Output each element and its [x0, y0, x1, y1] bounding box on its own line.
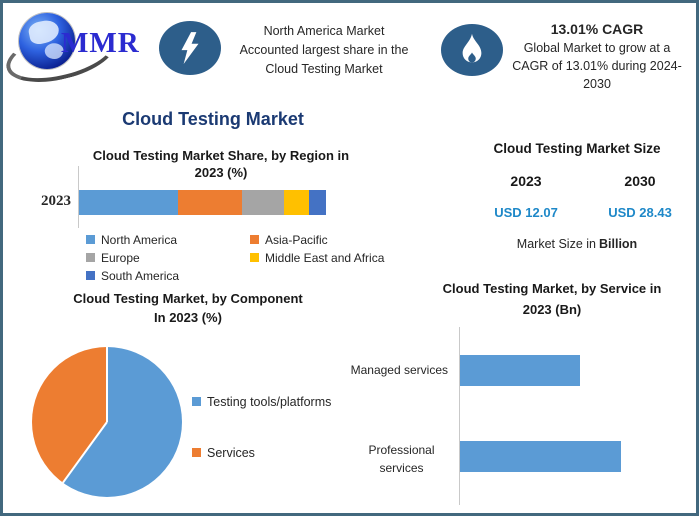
region-segment-europe — [242, 190, 284, 215]
cagr-line: CAGR of 13.01% during 2024- — [512, 59, 682, 73]
legend-item-europe: Europe — [86, 251, 140, 265]
globe-logo-icon — [19, 13, 75, 69]
cagr-block: 13.01% CAGR Global Market to grow at a C… — [499, 20, 695, 93]
legend-item-south-america: South America — [86, 269, 179, 283]
lightning-badge — [159, 21, 221, 75]
market-size-year-2023: 2023 — [510, 173, 542, 189]
market-size-value-2023: USD 12.07 — [494, 205, 558, 220]
legend-swatch-orange — [192, 448, 201, 457]
bar-professional-services — [460, 441, 621, 472]
region-segment-middle-east-and-africa — [284, 190, 309, 215]
region-chart-title: Cloud Testing Market Share, by Region in… — [33, 147, 409, 181]
component-pie — [32, 347, 182, 497]
globe-continent-shape — [27, 18, 61, 46]
component-chart-title-line2: In 2023 (%) — [154, 310, 222, 325]
market-size-value-2030: USD 28.43 — [608, 205, 672, 220]
highlight-line: North America Market — [263, 24, 385, 38]
legend-label: Services — [207, 446, 255, 460]
legend-label: North America — [101, 233, 178, 247]
bar-label-professional-services: Professional services — [368, 443, 435, 475]
legend-label: Testing tools/platforms — [207, 395, 332, 409]
legend-swatch-orange — [250, 235, 259, 244]
region-chart-title-line1: Cloud Testing Market Share, by Region in — [92, 148, 350, 163]
region-segment-asia-pacific — [177, 190, 243, 215]
service-chart-axis — [459, 327, 460, 505]
flame-badge — [441, 24, 503, 76]
legend-item-middle-east-africa: Middle East and Africa — [250, 251, 384, 265]
page-title: Cloud Testing Market — [122, 109, 304, 129]
legend-label: South America — [101, 269, 180, 283]
region-chart-title-line2: 2023 (%) — [194, 165, 248, 180]
market-size-note: Market Size in Billion — [467, 237, 687, 251]
market-size-note-bold: Billion — [599, 237, 638, 251]
legend-item-north-america: North America — [86, 233, 177, 247]
service-chart-title-line2: 2023 (Bn) — [522, 302, 582, 317]
legend-item-asia-pacific: Asia-Pacific — [250, 233, 328, 247]
service-chart-title: Cloud Testing Market, by Service in 2023… — [423, 278, 681, 320]
bar-managed-services — [460, 355, 580, 386]
cagr-heading: 13.01% CAGR — [550, 21, 644, 37]
legend-label: Asia-Pacific — [265, 233, 328, 247]
market-size-title: Cloud Testing Market Size — [493, 141, 661, 156]
legend-swatch-blue — [86, 235, 95, 244]
header-highlight-text: North America Market Accounted largest s… — [229, 22, 419, 79]
region-category-label: 2023 — [41, 193, 71, 209]
legend-swatch-darkblue — [86, 271, 95, 280]
logo-text: MMR — [61, 27, 140, 59]
component-chart-title-line1: Cloud Testing Market, by Component — [73, 291, 303, 306]
flame-icon — [462, 33, 482, 63]
region-chart-axis — [78, 166, 79, 228]
region-segment-south-america — [308, 190, 326, 215]
legend-label: Europe — [101, 251, 140, 265]
legend-label: Middle East and Africa — [265, 251, 385, 265]
market-size-note-regular: Market Size in — [516, 237, 596, 251]
lightning-icon — [181, 32, 199, 64]
component-chart-title: Cloud Testing Market, by Component In 20… — [8, 289, 368, 327]
highlight-line: Accounted largest share in the — [239, 43, 409, 57]
region-segment-north-america — [79, 190, 178, 215]
cagr-line: 2030 — [583, 77, 611, 91]
region-stacked-bar — [79, 190, 326, 215]
legend-item-services: Services — [192, 446, 255, 460]
legend-swatch-yellow — [250, 253, 259, 262]
service-chart-title-line1: Cloud Testing Market, by Service in — [442, 281, 662, 296]
market-size-year-2030: 2030 — [624, 173, 656, 189]
legend-item-testing-tools: Testing tools/platforms — [192, 395, 331, 409]
legend-swatch-blue — [192, 397, 201, 406]
cagr-line: Global Market to grow at a — [523, 41, 671, 55]
highlight-line: Cloud Testing Market — [265, 62, 383, 76]
bar-label-managed-services: Managed services — [350, 363, 448, 377]
legend-swatch-gray — [86, 253, 95, 262]
